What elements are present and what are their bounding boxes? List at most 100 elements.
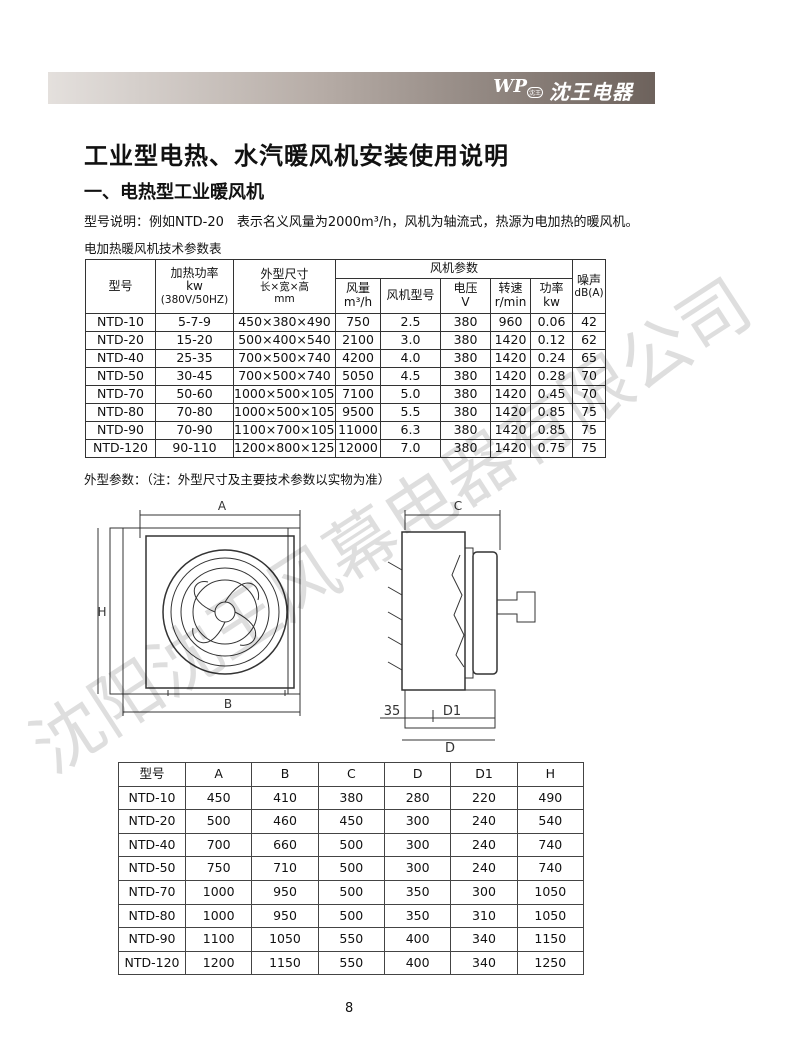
- table-cell: 380: [440, 385, 491, 404]
- table-cell: 380: [440, 349, 491, 368]
- table-cell: 1150: [251, 950, 319, 976]
- table-row: NTD-90 1100 1050 550 400 340 1150: [118, 927, 585, 952]
- table-cell: 500: [317, 903, 385, 929]
- header-cell: 型号: [118, 762, 186, 787]
- header-text: 风量: [345, 281, 370, 296]
- table-cell: 1420: [490, 367, 531, 386]
- table-caption: 电加热暖风机技术参数表: [84, 241, 222, 256]
- table-cell: NTD-50: [85, 367, 156, 386]
- table-row: NTD-50 30-45 700×500×740 5050 4.5 380 1420 0.28…: [85, 367, 607, 386]
- header-cell: D: [383, 762, 452, 787]
- table-cell: NTD-20: [85, 331, 156, 350]
- table-cell: 1420: [490, 331, 531, 350]
- table-cell: 1050: [251, 927, 319, 952]
- table-cell: 1420: [490, 403, 531, 422]
- dimension-table: 型号 A B C D D1 H NTD-10 450 410 380 280 220 490 NTD-20…: [118, 762, 585, 976]
- table-cell: 1200×800×1250: [233, 439, 336, 458]
- table-cell: 0.45: [529, 385, 574, 404]
- table-cell: 0.85: [529, 403, 574, 422]
- table-cell: 0.24: [529, 349, 574, 368]
- table-row: NTD-40 700 660 500 300 240 740: [118, 832, 585, 858]
- table-cell: 220: [450, 785, 518, 811]
- table-cell: 240: [450, 832, 518, 858]
- table-cell: 340: [450, 950, 518, 976]
- table-cell: 4200: [335, 349, 381, 368]
- header-cell: 加热功率 kw (380V/50HZ): [155, 259, 234, 314]
- table-cell: 1420: [490, 421, 531, 440]
- table-cell: 310: [450, 903, 518, 929]
- table-cell: 700×500×740: [233, 349, 336, 368]
- table-cell: 90-110: [155, 439, 234, 458]
- table-cell: 9500: [335, 403, 381, 422]
- table-cell: 6.3: [380, 421, 441, 440]
- table-cell: 950: [251, 879, 319, 905]
- table-cell: 350: [383, 879, 452, 905]
- header-cell: 噪声 dB(A): [572, 259, 607, 314]
- table-cell: 1250: [516, 950, 585, 976]
- fins: [387, 561, 403, 671]
- table-row: NTD-40 25-35 700×500×740 4200 4.0 380 1420 0.24…: [85, 349, 607, 368]
- table-cell: NTD-70: [85, 385, 156, 404]
- table-cell: 70-80: [155, 403, 234, 422]
- table-cell: 0.12: [529, 331, 574, 350]
- table-cell: 340: [450, 927, 518, 952]
- header-unit: (380V/50HZ): [160, 294, 229, 307]
- table-row: NTD-70 1000 950 500 350 300 1050: [118, 879, 585, 905]
- table-cell: 410: [251, 785, 319, 811]
- table-row: NTD-70 50-60 1000×500×1050 7100 5.0 380 1420 0.…: [85, 385, 607, 404]
- table-cell: 12000: [335, 439, 381, 458]
- dim-label: B: [224, 697, 232, 711]
- table-cell: 70-90: [155, 421, 234, 440]
- section-heading: 一、电热型工业暖风机: [84, 182, 264, 203]
- table-row: NTD-80 70-80 1000×500×1050 9500 5.5 380 1420 0.…: [85, 403, 607, 422]
- table-row: NTD-120 90-110 1200×800×1250 12000 7.0 380 142…: [85, 439, 607, 458]
- table-cell: 75: [572, 403, 607, 422]
- header-text: 加热功率: [170, 265, 219, 280]
- base: [404, 689, 496, 729]
- header-unit: kw: [543, 295, 560, 309]
- diagram: A B H C 35 D1 D: [97, 499, 536, 755]
- fan-guard: [472, 551, 498, 675]
- table-cell: 1000: [184, 903, 253, 929]
- table-cell: 1000×500×1050: [233, 385, 336, 404]
- table-cell: 700×500×740: [233, 367, 336, 386]
- table-cell: NTD-120: [118, 950, 186, 976]
- logo-small: 沈王: [526, 87, 543, 98]
- header-cell: 电压 V: [440, 278, 491, 314]
- header-cell: 风机型号: [380, 278, 441, 314]
- header-bar: WP 沈王 沈王电器: [48, 72, 655, 104]
- table-cell: 740: [516, 832, 585, 858]
- table-cell: NTD-10: [118, 785, 186, 811]
- side-view: [380, 510, 536, 741]
- table-cell: 950: [251, 903, 319, 929]
- table-cell: 710: [251, 856, 319, 881]
- table-cell: 280: [383, 785, 452, 811]
- header-cell: A: [184, 762, 253, 787]
- table-cell: 50-60: [155, 385, 234, 404]
- table-cell: NTD-120: [85, 439, 156, 458]
- table-cell: 0.28: [529, 367, 574, 386]
- table-cell: 490: [516, 785, 585, 811]
- dim-label: C: [454, 499, 462, 513]
- header-cell: 转速 r/min: [490, 278, 531, 314]
- table-cell: 460: [251, 809, 319, 834]
- table-cell: 300: [383, 832, 452, 858]
- table-row: NTD-10 450 410 380 280 220 490: [118, 785, 585, 811]
- dimensions-caption: 外型参数：（注：外型尺寸及主要技术参数以实物为准）: [84, 472, 391, 487]
- brand: 沈王电器: [549, 80, 633, 104]
- table-cell: 550: [317, 950, 385, 976]
- table-cell: 400: [383, 950, 452, 976]
- table-cell: 7.0: [380, 439, 441, 458]
- logo-mark: WP: [493, 76, 527, 97]
- table-cell: 15-20: [155, 331, 234, 350]
- table-cell: NTD-40: [85, 349, 156, 368]
- fan-blade-edge: [451, 554, 465, 668]
- table-cell: 4.0: [380, 349, 441, 368]
- table-cell: 2.5: [380, 313, 441, 332]
- dim-label: H: [97, 605, 106, 619]
- table-cell: 5.5: [380, 403, 441, 422]
- table-cell: 380: [317, 785, 385, 811]
- table-cell: 1100×700×1050: [233, 421, 336, 440]
- outline: [122, 527, 289, 695]
- table-cell: 380: [440, 367, 491, 386]
